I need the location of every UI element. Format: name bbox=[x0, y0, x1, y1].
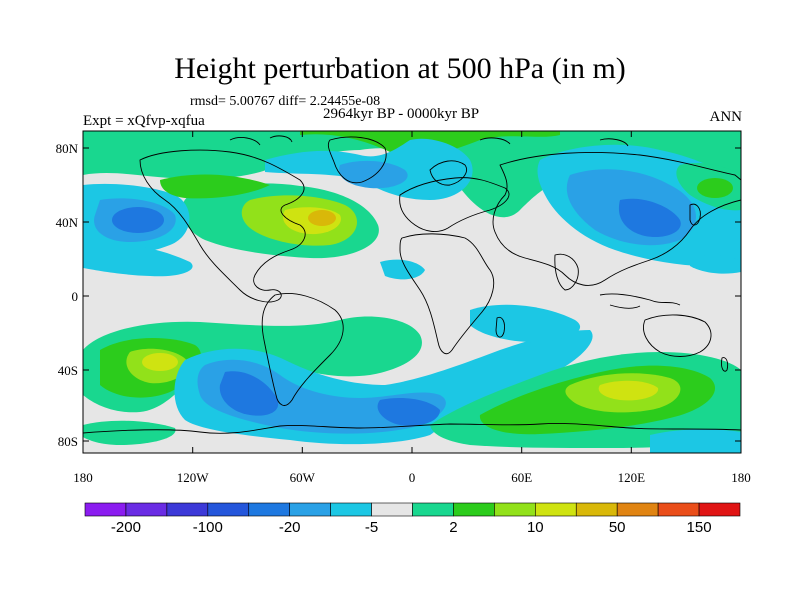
coastline-arctic-islands bbox=[229, 135, 629, 147]
colorbar-swatch bbox=[248, 502, 290, 517]
colorbar-swatch bbox=[289, 502, 331, 517]
plot-title: Height perturbation at 500 hPa (in m) bbox=[174, 52, 626, 85]
field-blue-south-indian bbox=[470, 304, 581, 343]
colorbar-label: 50 bbox=[609, 519, 626, 536]
lon-tick-label: 180 bbox=[731, 470, 751, 485]
coastline-indonesia bbox=[599, 293, 681, 309]
lon-tick-label: 180 bbox=[73, 470, 93, 485]
lon-tick-label: 60E bbox=[511, 470, 532, 485]
rmsd-diff-label: rmsd= 5.00767 diff= 2.24455e-08 bbox=[190, 94, 381, 109]
colorbar-swatch bbox=[698, 502, 741, 517]
lat-tick-label: 40S bbox=[58, 363, 78, 378]
colorbar-swatch bbox=[453, 502, 495, 517]
lat-tick-label: 0 bbox=[72, 289, 79, 304]
field-blue3-asia bbox=[618, 198, 681, 238]
coastline-australia bbox=[643, 314, 712, 357]
coastline-japan bbox=[689, 203, 701, 226]
field-blue-tropics-3 bbox=[690, 255, 741, 274]
field-blue-tropics-2 bbox=[380, 259, 425, 280]
colorbar-swatch bbox=[616, 502, 659, 517]
experiment-label: Expt = xQfvp-xqfua bbox=[83, 113, 205, 129]
coastline-south-america bbox=[261, 293, 344, 406]
field-blue3-pacific bbox=[112, 207, 164, 233]
period-label: 2964kyr BP - 0000kyr BP bbox=[323, 106, 480, 122]
lon-tick-label: 0 bbox=[409, 470, 416, 485]
coastline-antarctica bbox=[83, 423, 741, 434]
colorbar-label: 10 bbox=[527, 519, 544, 536]
latitude-axis: 80N 40N 0 40S 80S bbox=[56, 141, 741, 449]
colorbar-swatch bbox=[207, 502, 250, 517]
coastline-europe bbox=[399, 177, 510, 232]
longitude-axis: 180 120W 60W 0 60E 120E 180 bbox=[73, 131, 751, 485]
field-yellow-south-pacific bbox=[142, 353, 178, 371]
colorbar: -200 -100 -20 -5 2 10 50 150 bbox=[84, 502, 741, 536]
lon-tick-label: 60W bbox=[290, 470, 316, 485]
coastline-madagascar bbox=[495, 316, 505, 338]
field-blue3-south-atlantic bbox=[219, 371, 279, 416]
field-green-sw-pacific bbox=[83, 420, 176, 445]
colorbar-label: -100 bbox=[193, 519, 223, 536]
colorbar-swatch bbox=[494, 502, 536, 517]
lat-tick-label: 40N bbox=[56, 215, 79, 230]
colorbar-swatch bbox=[412, 502, 454, 517]
coastlines bbox=[83, 135, 741, 434]
season-label: ANN bbox=[709, 109, 743, 125]
field-blue-tropics-1 bbox=[83, 243, 193, 277]
field-yellow-south-indian bbox=[598, 380, 659, 401]
colorbar-swatch bbox=[535, 502, 577, 517]
field-blue3b-south-atlantic bbox=[377, 398, 440, 426]
colorbar-swatch bbox=[84, 502, 127, 517]
colorbar-label: 150 bbox=[687, 519, 712, 536]
colorbar-swatch bbox=[166, 502, 209, 517]
coastline-new-zealand bbox=[721, 357, 729, 372]
coastline-north-america bbox=[139, 149, 306, 303]
coastline-india bbox=[554, 253, 579, 291]
colorbar-swatch bbox=[575, 502, 618, 517]
height-field bbox=[83, 131, 741, 453]
lon-tick-label: 120E bbox=[618, 470, 646, 485]
field-green-pacific-east bbox=[160, 174, 270, 199]
field-blue-arctic-deep bbox=[339, 160, 408, 189]
colorbar-label: -20 bbox=[279, 519, 301, 536]
coastline-greenland bbox=[327, 136, 387, 184]
lon-tick-label: 120W bbox=[177, 470, 210, 485]
field-gold-na bbox=[308, 210, 336, 226]
colorbar-label: -200 bbox=[111, 519, 141, 536]
colorbar-swatch bbox=[371, 502, 413, 517]
lat-tick-label: 80S bbox=[58, 434, 78, 449]
coastline-scandinavia bbox=[429, 160, 467, 186]
colorbar-swatch bbox=[657, 502, 700, 517]
colorbar-label: -5 bbox=[365, 519, 378, 536]
coastline-africa bbox=[399, 233, 495, 355]
colorbar-swatch bbox=[330, 502, 372, 517]
colorbar-label: 2 bbox=[449, 519, 457, 536]
colorbar-swatch bbox=[125, 502, 168, 517]
lat-tick-label: 80N bbox=[56, 141, 79, 156]
field-green2-asia-east bbox=[697, 178, 733, 198]
field-blue-se-pacific bbox=[650, 429, 741, 453]
coastline-asia bbox=[492, 152, 741, 286]
